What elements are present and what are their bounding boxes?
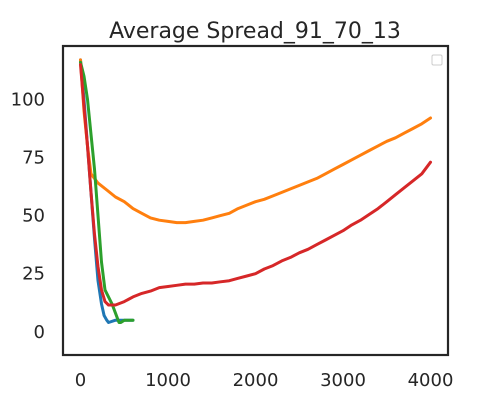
y-tick-label: 50 [22,206,45,227]
legend-box [431,54,443,66]
x-tick-label: 3000 [320,370,366,391]
series-line-3 [79,60,135,324]
series-line-2 [79,58,432,225]
x-tick-label: 4000 [408,370,454,391]
series-line-4 [79,63,432,307]
series-layer [79,58,432,324]
y-tick-label: 25 [22,264,45,285]
plot-frame [61,44,450,357]
y-tick-label: 75 [22,148,45,169]
x-tick-label: 2000 [233,370,279,391]
chart-title: Average Spread_91_70_13 [109,19,401,44]
ticks-layer: 0 1000 2000 3000 4000 0 25 50 75 100 [11,89,454,391]
y-tick-label: 100 [11,89,45,110]
x-tick-label: 0 [75,370,86,391]
x-tick-label: 1000 [145,370,191,391]
y-tick-label: 0 [34,322,45,343]
